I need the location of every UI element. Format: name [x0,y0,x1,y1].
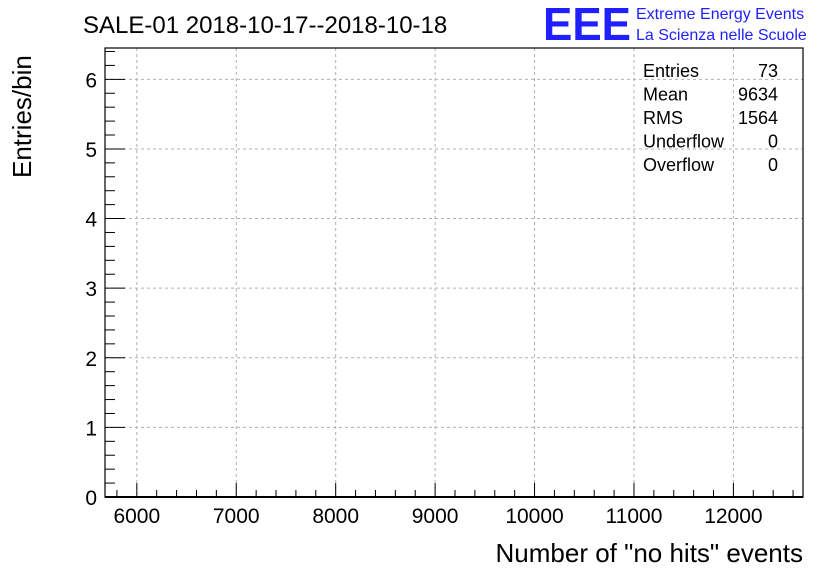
x-tick-label-3: 9000 [412,505,459,528]
grid [105,48,803,497]
x-tick-label-0: 6000 [113,505,160,528]
x-tick-label-2: 8000 [312,505,359,528]
stats-value-4: 0 [768,155,778,175]
y-tick-labels: 0 1 2 3 4 5 6 [85,69,97,510]
axis-ticks [105,50,794,498]
stats-label-3: Underflow [643,132,725,152]
x-tick-label-4: 10000 [505,505,563,528]
y-tick-label-6: 6 [85,69,97,92]
stats-value-1: 9634 [738,85,778,105]
stats-box: Entries 73 Mean 9634 RMS 1564 Underflow 0 Overfl… [643,61,778,175]
y-tick-label-0: 0 [85,487,97,510]
stats-label-2: RMS [643,108,683,128]
y-tick-label-5: 5 [85,139,97,162]
logo-line-2: La Scienza nelle Scuole [636,27,807,44]
x-tick-label-6: 12000 [704,505,762,528]
stats-value-0: 73 [758,61,778,81]
x-axis-title: Number of "no hits" events [496,538,804,568]
x-tick-labels: 6000 7000 8000 9000 10000 11000 12000 [113,505,762,528]
y-tick-label-4: 4 [85,209,97,232]
x-tick-label-1: 7000 [213,505,260,528]
stats-label-1: Mean [643,85,688,105]
stats-label-0: Entries [643,61,699,81]
y-tick-label-2: 2 [85,348,97,371]
stats-value-2: 1564 [738,108,778,128]
chart-title: SALE-01 2018-10-17--2018-10-18 [83,12,447,39]
logo-line-1: Extreme Energy Events [636,6,804,23]
eee-logo: EEE Extreme Energy Events La Scienza nel… [543,0,807,50]
stats-value-3: 0 [768,132,778,152]
x-tick-label-5: 11000 [606,505,663,528]
stats-label-4: Overflow [643,155,715,175]
y-tick-label-1: 1 [85,417,97,440]
y-tick-label-3: 3 [85,278,97,301]
plot-frame [104,47,804,498]
logo-letters: EEE [543,0,631,50]
y-axis-title: Entries/bin [7,55,37,178]
